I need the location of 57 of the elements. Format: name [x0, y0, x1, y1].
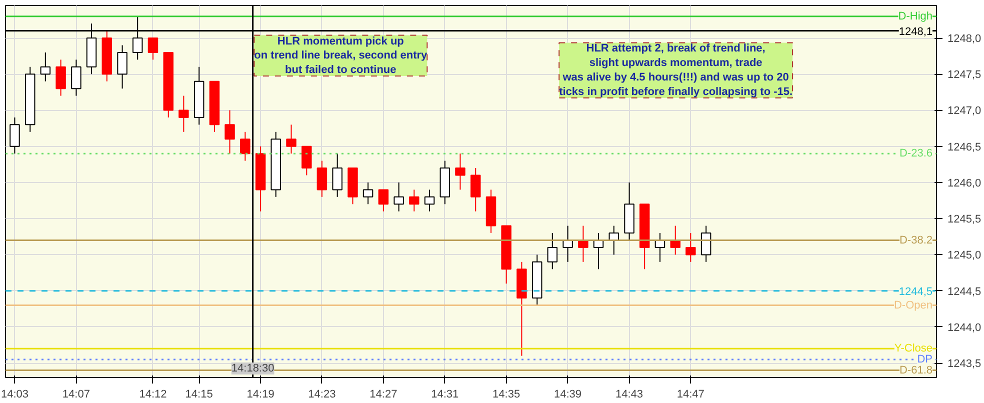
x-tick-label: 14:15	[185, 388, 213, 400]
candlestick	[470, 168, 481, 212]
ref-line-label: D-Open	[894, 299, 933, 312]
ref-line-label: 14:18:30	[231, 362, 274, 374]
x-tick-label: 14:47	[676, 388, 704, 400]
candlestick	[240, 131, 250, 162]
x-tick-label: 14:31	[431, 388, 459, 400]
candlestick	[332, 153, 342, 198]
candlestick	[378, 189, 389, 212]
candlestick	[148, 38, 158, 60]
candlestick	[286, 124, 296, 154]
x-tick-label: 14:35	[492, 388, 520, 400]
candlestick	[409, 189, 420, 212]
y-tick-label: 1246,5	[948, 141, 982, 154]
x-tick-label: 14:12	[139, 388, 167, 400]
candlestick	[10, 116, 20, 154]
x-tick-label: 14:27	[370, 388, 398, 400]
ref-line-label: 1248,1	[898, 26, 933, 38]
ref-line-label: D-61.8	[899, 364, 933, 376]
candlestick	[56, 59, 66, 96]
x-tick-label: 14:07	[62, 388, 90, 400]
x-tick-label: 14:43	[616, 388, 644, 400]
candlestick	[224, 110, 235, 154]
ref-line-label: 1244,5	[898, 286, 933, 298]
ref-line-label: DP	[917, 353, 932, 366]
y-tick-label: 1248,0	[948, 33, 982, 46]
candlestick	[547, 232, 558, 270]
candlestick	[40, 52, 51, 82]
candlestick	[424, 189, 435, 212]
x-tick-label: 14:19	[246, 388, 274, 400]
candlestick	[71, 59, 82, 96]
candlestick	[362, 182, 374, 205]
y-tick-label: 1243,5	[948, 358, 982, 370]
candlestick	[455, 153, 466, 190]
y-tick-label: 1247,0	[948, 105, 982, 118]
y-tick-label: 1245,5	[948, 214, 982, 226]
y-tick-label: 1246,0	[948, 177, 982, 190]
annotation: HLR momentum pick up on trend line break, second entry but failed to continue	[254, 35, 428, 76]
x-tick-label: 14:39	[554, 388, 582, 400]
x-tick-label: 14:03	[0, 388, 28, 400]
candlestick	[178, 95, 189, 132]
y-tick-label: 1247,5	[948, 69, 982, 82]
candlestick	[302, 146, 312, 176]
ref-line-label: D-23.6	[899, 148, 933, 160]
ref-line-label: Y-Close	[894, 342, 933, 355]
y-tick-label: 1244,0	[948, 322, 982, 334]
ref-line-label: D-38.2	[899, 234, 933, 246]
ref-line-label: D-High	[898, 10, 933, 22]
candlestick	[316, 160, 328, 198]
y-tick-label: 1244,5	[948, 286, 982, 298]
candlestick	[117, 44, 128, 90]
y-tick-label: 1245,0	[948, 250, 982, 262]
candlestick	[700, 225, 712, 262]
annotation: HLR attempt 2, break of trend line, slight upwards momentum, trade was alive by 4.5 hours(!!!) and was up to 20 ticks in profit before finally collapsing to -15.	[559, 42, 793, 98]
x-tick-label: 14:23	[308, 388, 336, 400]
candlestick	[394, 182, 404, 212]
candlestick	[686, 232, 696, 262]
